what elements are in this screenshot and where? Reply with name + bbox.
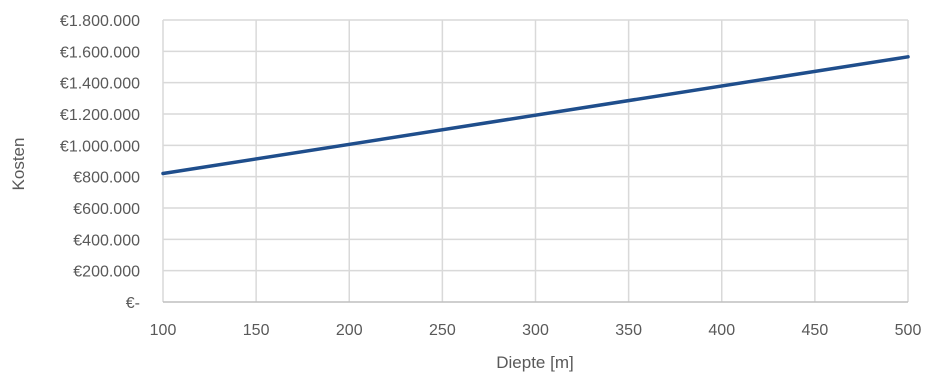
x-tick-label: 350 xyxy=(615,322,642,339)
x-tick-label: 250 xyxy=(429,322,456,339)
x-tick-label: 450 xyxy=(802,322,829,339)
x-axis-label: Diepte [m] xyxy=(496,353,573,372)
y-axis-label: Kosten xyxy=(9,138,28,191)
x-tick-label: 300 xyxy=(522,322,549,339)
x-tick-labels: 100 150 200 250 300 350 400 450 500 xyxy=(150,322,922,339)
y-tick-labels: €- €200.000 €400.000 €600.000 €800.000 €1.000… xyxy=(60,13,140,312)
y-tick-label: €1.400.000 xyxy=(60,76,140,93)
y-tick-label: €1.000.000 xyxy=(60,138,140,155)
x-tick-label: 200 xyxy=(336,322,363,339)
series-lines xyxy=(161,55,910,176)
y-tick-label: €800.000 xyxy=(73,170,140,187)
y-tick-label: €- xyxy=(126,295,140,312)
x-tick-label: 400 xyxy=(708,322,735,339)
grid xyxy=(162,19,909,302)
y-tick-label: €200.000 xyxy=(73,264,140,281)
y-tick-label: €1.200.000 xyxy=(60,107,140,124)
y-tick-label: €1.600.000 xyxy=(60,44,140,61)
y-tick-label: €600.000 xyxy=(73,201,140,218)
x-tick-label: 150 xyxy=(243,322,270,339)
series-line xyxy=(161,55,910,176)
x-tick-label: 500 xyxy=(895,322,922,339)
x-tick-label: 100 xyxy=(150,322,177,339)
y-tick-label: €1.800.000 xyxy=(60,13,140,30)
y-tick-label: €400.000 xyxy=(73,232,140,249)
